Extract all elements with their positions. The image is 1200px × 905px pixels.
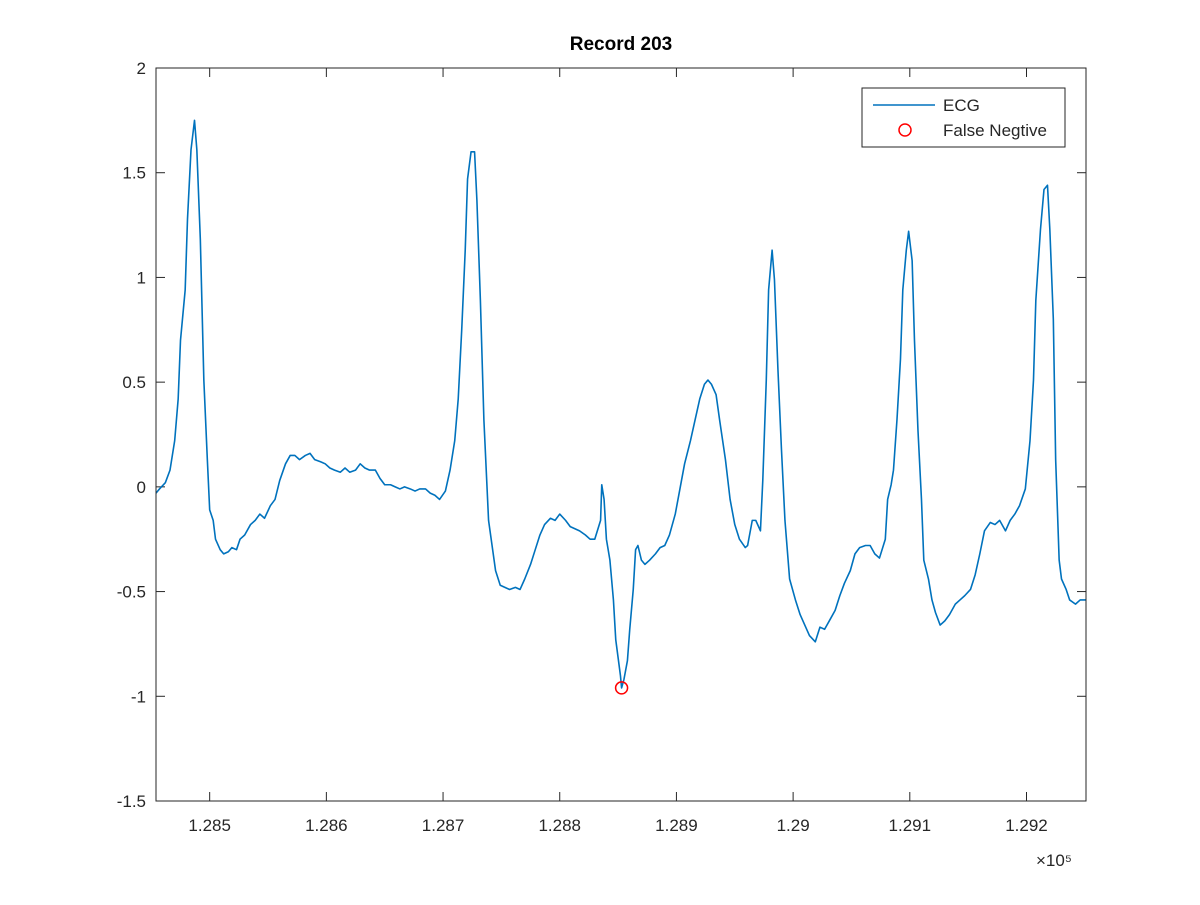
x-tick-label: 1.29 — [777, 816, 810, 835]
x-tick-label: 1.287 — [422, 816, 465, 835]
y-tick-label: 1.5 — [122, 164, 146, 183]
y-tick-label: -1.5 — [117, 792, 146, 811]
x-tick-label: 1.289 — [655, 816, 698, 835]
series-line — [155, 119, 1086, 689]
legend: ECG False Negtive — [861, 87, 1066, 148]
plot-frame — [155, 67, 1087, 802]
y-tick-label: -1 — [131, 687, 146, 706]
marker — [614, 681, 629, 695]
y-tick-label: 1 — [137, 268, 146, 287]
x-tick-label: 1.285 — [188, 816, 231, 835]
x-tick-label: 1.291 — [889, 816, 932, 835]
x-tick-label: 1.288 — [538, 816, 581, 835]
y-tick-label: 2 — [137, 59, 146, 78]
x-tick-label: 1.286 — [305, 816, 348, 835]
chart-title: Record 203 — [570, 34, 672, 55]
legend-label: ECG — [943, 96, 980, 115]
y-tick-label: -0.5 — [117, 583, 146, 602]
x-tick-label: 1.292 — [1005, 816, 1048, 835]
legend-label: False Negtive — [943, 121, 1047, 140]
y-tick-label: 0.5 — [122, 373, 146, 392]
legend-box — [861, 87, 1066, 148]
legend-marker — [898, 123, 912, 137]
x-exponent-label: ×10⁵ — [1036, 851, 1072, 870]
y-tick-label: 0 — [137, 478, 146, 497]
